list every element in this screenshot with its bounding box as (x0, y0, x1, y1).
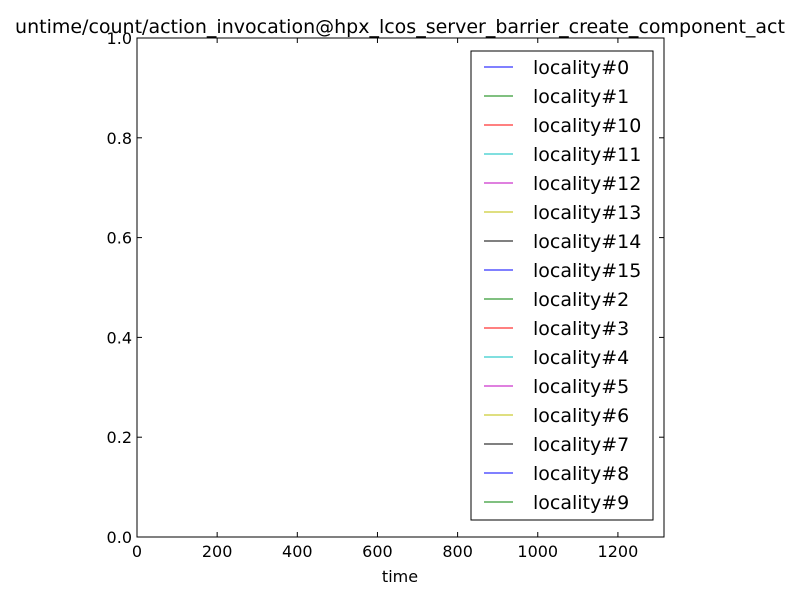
legend-label: locality#10 (533, 115, 641, 137)
legend-label: locality#1 (533, 86, 629, 108)
x-tick-label: 1000 (517, 542, 558, 561)
chart-title: untime/count/action_invocation@hpx_lcos_… (15, 16, 785, 38)
legend: locality#0 locality#1 locality#10 locality#… (470, 50, 654, 521)
y-tick-label: 0.8 (107, 129, 132, 148)
x-tick-label: 1200 (598, 542, 639, 561)
plot-frame (136, 37, 665, 538)
x-tick-label: 200 (202, 542, 233, 561)
x-tick-label: 0 (132, 542, 142, 561)
y-axis-ticks: 0.0 0.2 0.4 0.6 0.8 1.0 (107, 29, 664, 547)
legend-label: locality#14 (533, 231, 641, 253)
x-tick-label: 400 (282, 542, 313, 561)
y-tick-label: 1.0 (107, 29, 132, 48)
legend-label: locality#8 (533, 463, 629, 485)
legend-label: locality#3 (533, 318, 629, 340)
y-tick-label: 0.6 (107, 229, 132, 248)
legend-label: locality#6 (533, 405, 629, 427)
x-tick-label: 600 (362, 542, 393, 561)
legend-label: locality#7 (533, 434, 629, 456)
y-tick-label: 0.4 (107, 328, 132, 347)
legend-label: locality#4 (533, 347, 629, 369)
legend-label: locality#13 (533, 202, 641, 224)
y-tick-label: 0.0 (107, 528, 132, 547)
legend-label: locality#9 (533, 492, 629, 514)
x-tick-label: 800 (442, 542, 473, 561)
legend-label: locality#2 (533, 289, 629, 311)
y-tick-label: 0.2 (107, 428, 132, 447)
legend-label: locality#0 (533, 57, 629, 79)
x-axis-label: time (382, 567, 418, 586)
x-axis-ticks: 0 200 400 600 800 1000 1200 (132, 38, 638, 561)
legend-label: locality#5 (533, 376, 629, 398)
legend-box (470, 50, 654, 521)
legend-label: locality#15 (533, 260, 641, 282)
legend-label: locality#11 (533, 144, 641, 166)
legend-label: locality#12 (533, 173, 641, 195)
